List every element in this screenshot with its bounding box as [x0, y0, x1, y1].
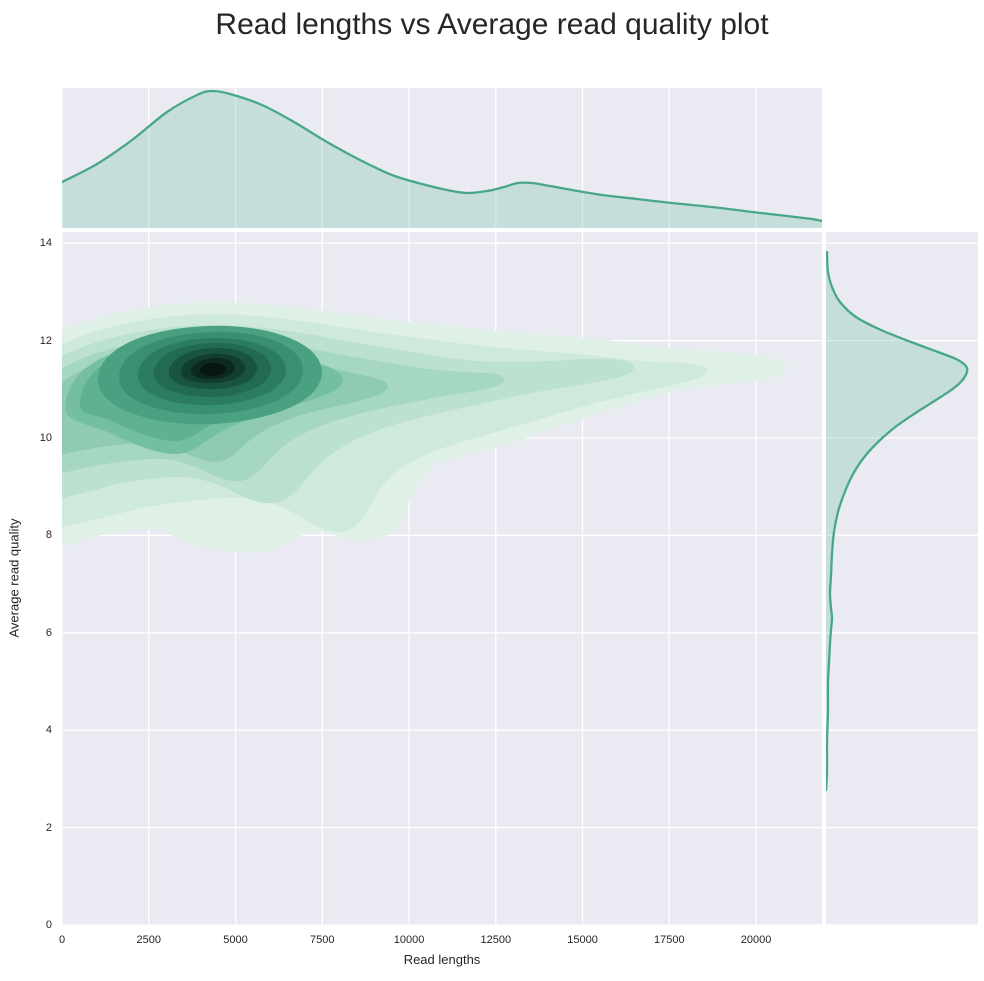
axes-background	[826, 232, 978, 925]
x-tick-label: 12500	[480, 934, 512, 946]
right-kde-fill	[826, 252, 968, 790]
right-kde-line	[826, 250, 969, 792]
y-tick-label: 8	[45, 529, 52, 542]
top-kde-fill	[62, 90, 822, 228]
y-tick-label: 2	[45, 821, 52, 834]
x-tick-label: 2500	[136, 934, 161, 946]
top-kde-line	[62, 89, 822, 223]
x-tick-label: 17500	[654, 934, 685, 946]
x-tick-label: 7500	[310, 934, 335, 946]
bivariate-kde-contour-plot	[62, 232, 822, 925]
x-axis-label: Read lengths	[403, 952, 481, 967]
x-tick-label: 15000	[567, 934, 598, 946]
y-tick-label: 0	[45, 919, 52, 931]
y-tick-label: 12	[39, 334, 52, 347]
x-tick-label: 10000	[393, 934, 425, 946]
kde-contour-band-15	[200, 363, 226, 376]
main-kde-axes	[62, 232, 822, 925]
y-tick-label: 6	[45, 626, 52, 639]
right-marginal-axes	[826, 232, 978, 925]
y-tick-label: 14	[39, 237, 52, 250]
x-tick-label: 20000	[740, 934, 772, 946]
top-marginal-kde-plot	[62, 88, 822, 228]
top-marginal-axes	[62, 88, 822, 228]
x-tick-label: 0	[58, 934, 66, 946]
x-tick-label: 5000	[223, 934, 248, 946]
y-axis-label: Average read quality	[6, 518, 22, 638]
right-marginal-kde-plot	[826, 232, 978, 925]
chart-title: Read lengths vs Average read quality plo…	[215, 8, 769, 41]
y-tick-label: 4	[45, 724, 52, 737]
y-tick-label: 10	[39, 432, 52, 444]
